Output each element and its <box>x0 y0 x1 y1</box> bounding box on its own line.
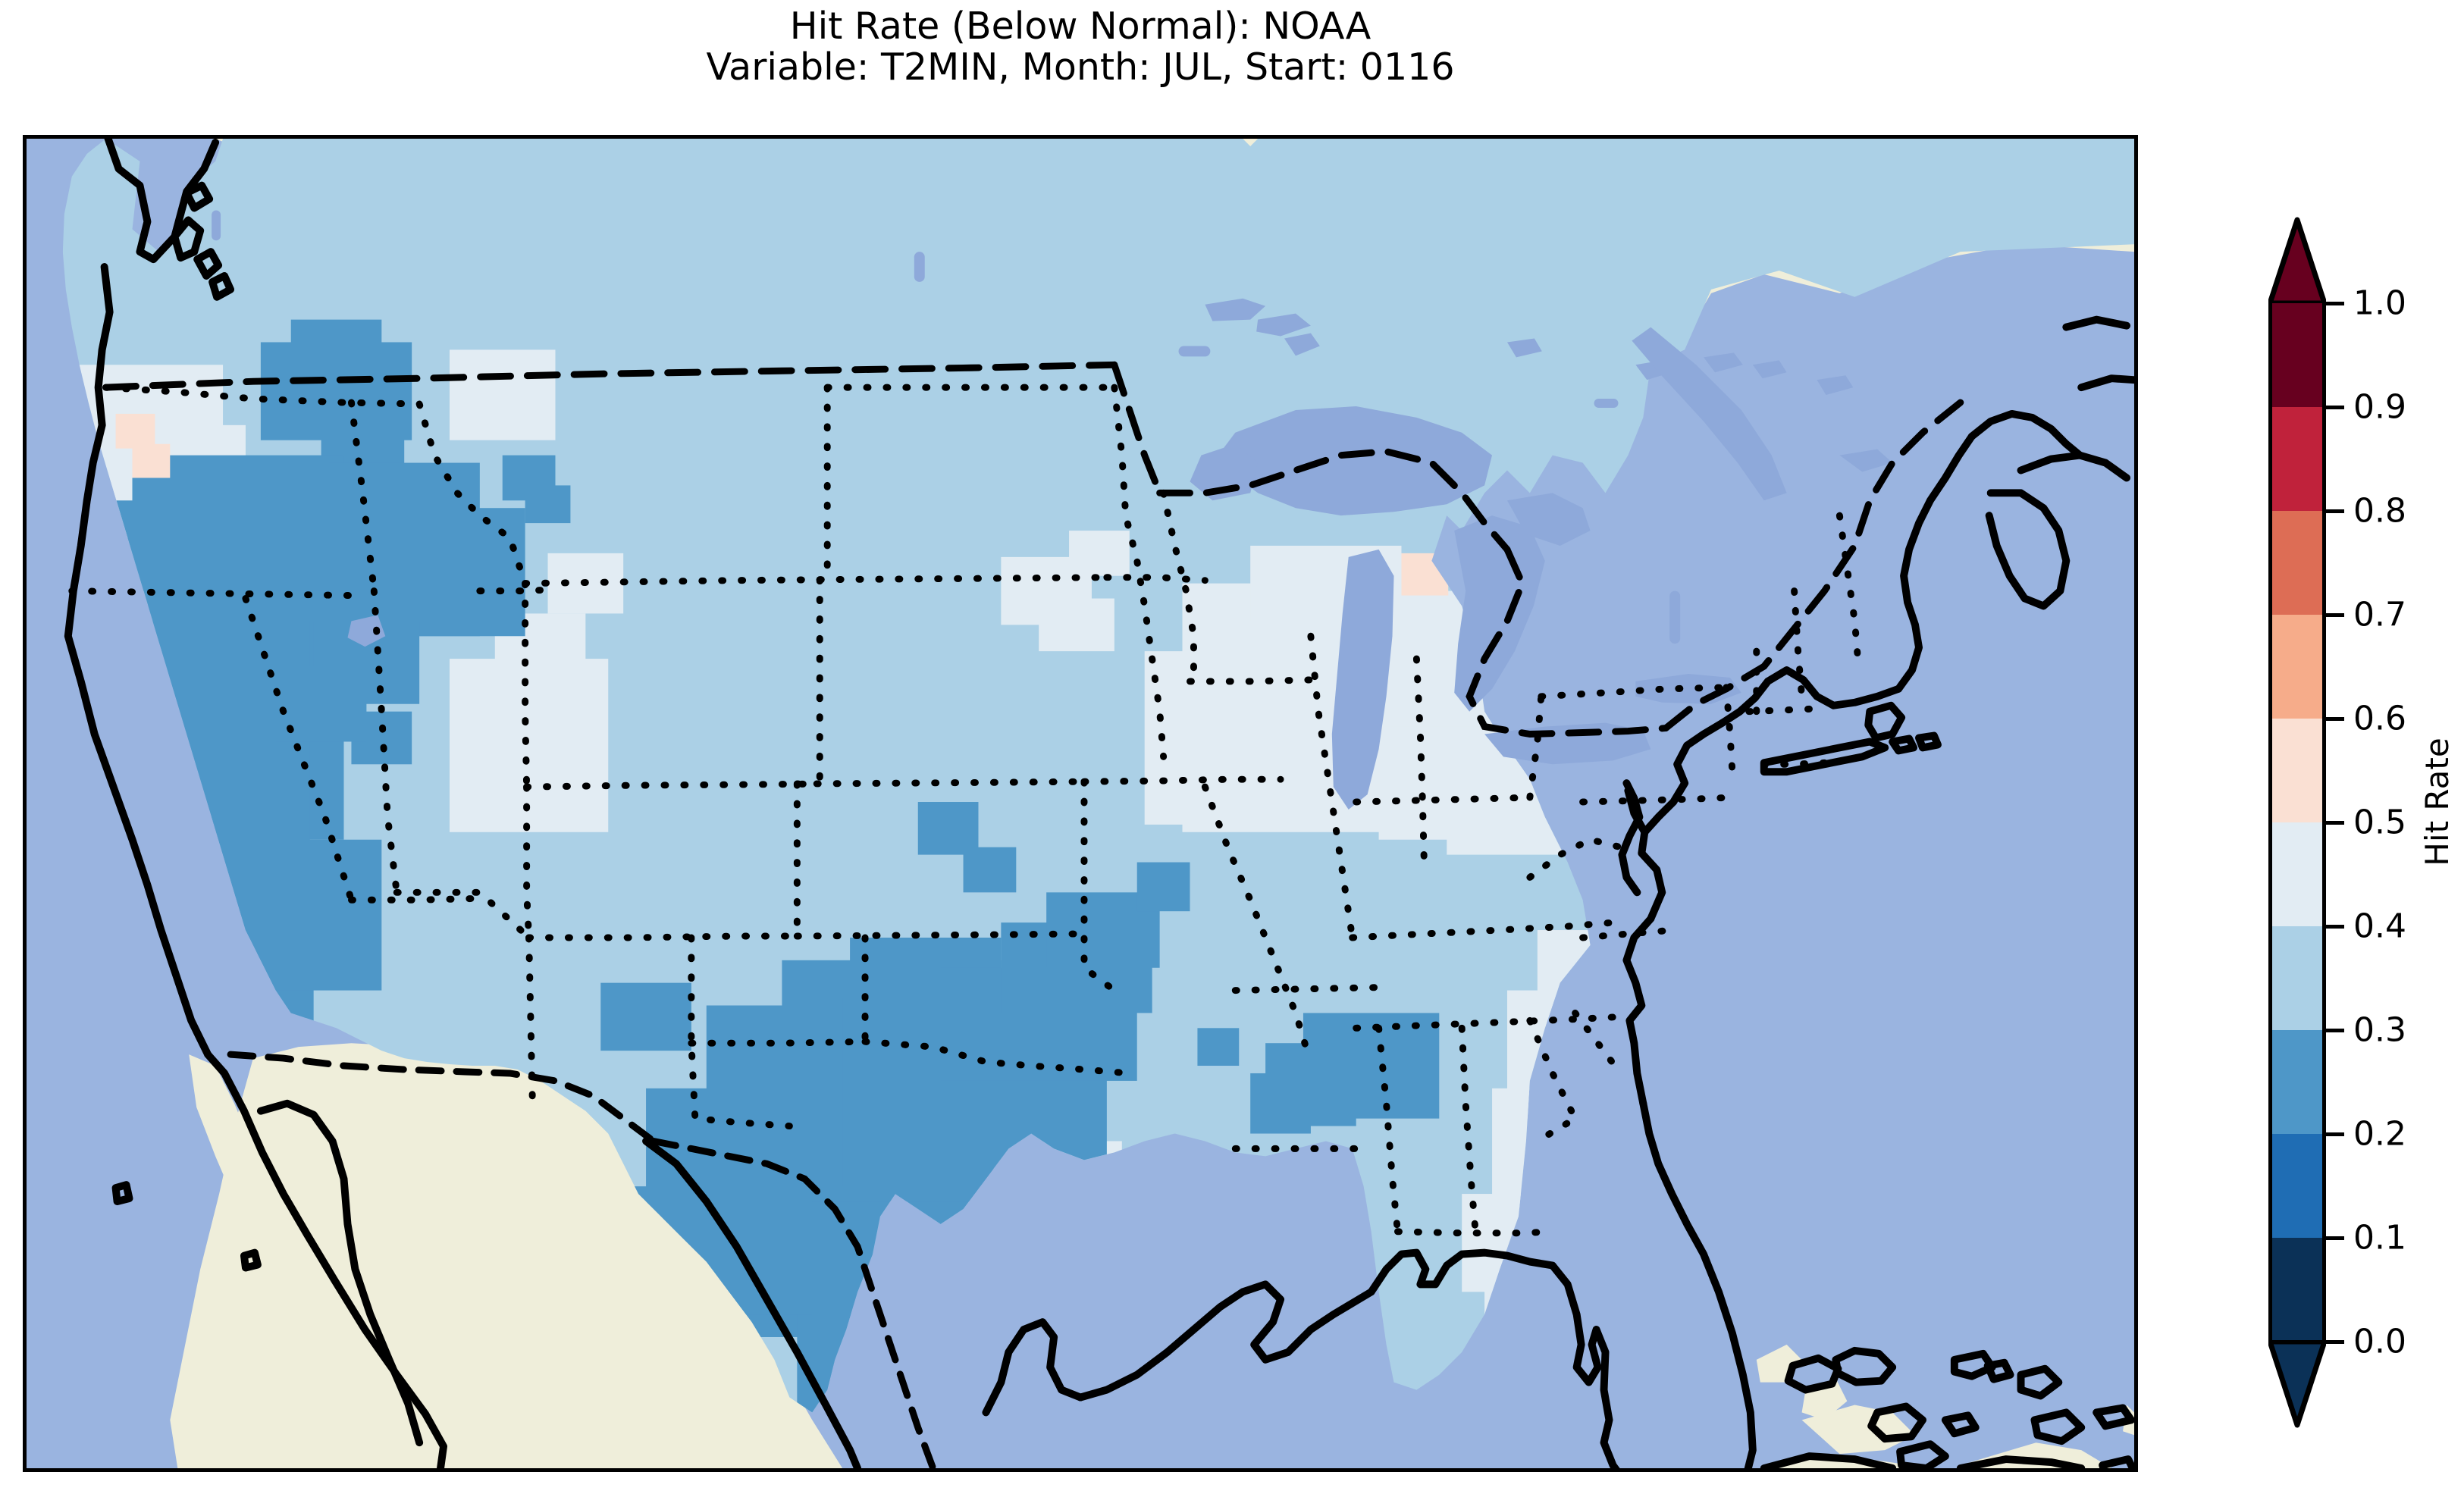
colorbar-under-arrow <box>2267 1339 2328 1428</box>
colorbar-segment <box>2268 303 2326 408</box>
colorbar-segment <box>2268 1238 2326 1342</box>
lakes-layer <box>212 210 1893 810</box>
colorbar-tick-label: 0.9 <box>2353 387 2406 427</box>
colorbar-tick <box>2326 613 2344 617</box>
colorbar-tick-label: 0.0 <box>2353 1322 2406 1361</box>
colorbar-tick-label: 0.6 <box>2353 699 2406 738</box>
colorbar-segment <box>2268 822 2326 927</box>
colorbar-segment <box>2268 511 2326 615</box>
colorbar-segment <box>2268 719 2326 823</box>
map-plot-area <box>23 135 2138 1472</box>
title-line-2: Variable: T2MIN, Month: JUL, Start: 0116 <box>706 45 1455 89</box>
colorbar-tick <box>2326 1340 2344 1344</box>
coastline-layer <box>64 139 2134 1468</box>
colorbar-tick <box>2326 1236 2344 1240</box>
colorbar-tick-label: 0.7 <box>2353 595 2406 634</box>
colorbar-tick <box>2326 1132 2344 1136</box>
colorbar-tick <box>2326 406 2344 409</box>
colorbar-tick <box>2326 925 2344 929</box>
colorbar-tick-label: 0.8 <box>2353 491 2406 531</box>
colorbar-tick <box>2326 717 2344 721</box>
colorbar-segment <box>2268 615 2326 719</box>
colorbar: 1.0 0.9 0.8 0.7 0.6 0.5 0.4 0.3 0.2 0.1 0.0 Hit Ra… <box>2267 135 2464 1428</box>
colorbar-tick-label: 0.5 <box>2353 803 2406 842</box>
hit-rate-map <box>27 139 2134 1468</box>
colorbar-axis-label: Hit Rate <box>2419 738 2456 866</box>
title-line-1: Hit Rate (Below Normal): NOAA <box>789 5 1372 48</box>
colorbar-segment <box>2268 407 2326 512</box>
colorbar-over-arrow <box>2267 217 2328 306</box>
chart-title: Hit Rate (Below Normal): NOAA Variable: … <box>0 6 2161 88</box>
colorbar-tick <box>2326 509 2344 513</box>
colorbar-tick-label: 1.0 <box>2353 283 2406 323</box>
state-borders <box>68 361 1964 1468</box>
colorbar-tick <box>2326 821 2344 825</box>
colorbar-tick <box>2326 1029 2344 1032</box>
colorbar-tick-label: 0.1 <box>2353 1218 2406 1258</box>
colorbar-tick-label: 0.2 <box>2353 1114 2406 1154</box>
colorbar-segment <box>2268 926 2326 1031</box>
colorbar-segment <box>2268 1134 2326 1239</box>
colorbar-tick <box>2326 302 2344 305</box>
colorbar-tick-label: 0.4 <box>2353 907 2406 946</box>
colorbar-gradient <box>2268 303 2326 1342</box>
colorbar-segment <box>2268 1030 2326 1135</box>
colorbar-tick-label: 0.3 <box>2353 1010 2406 1050</box>
